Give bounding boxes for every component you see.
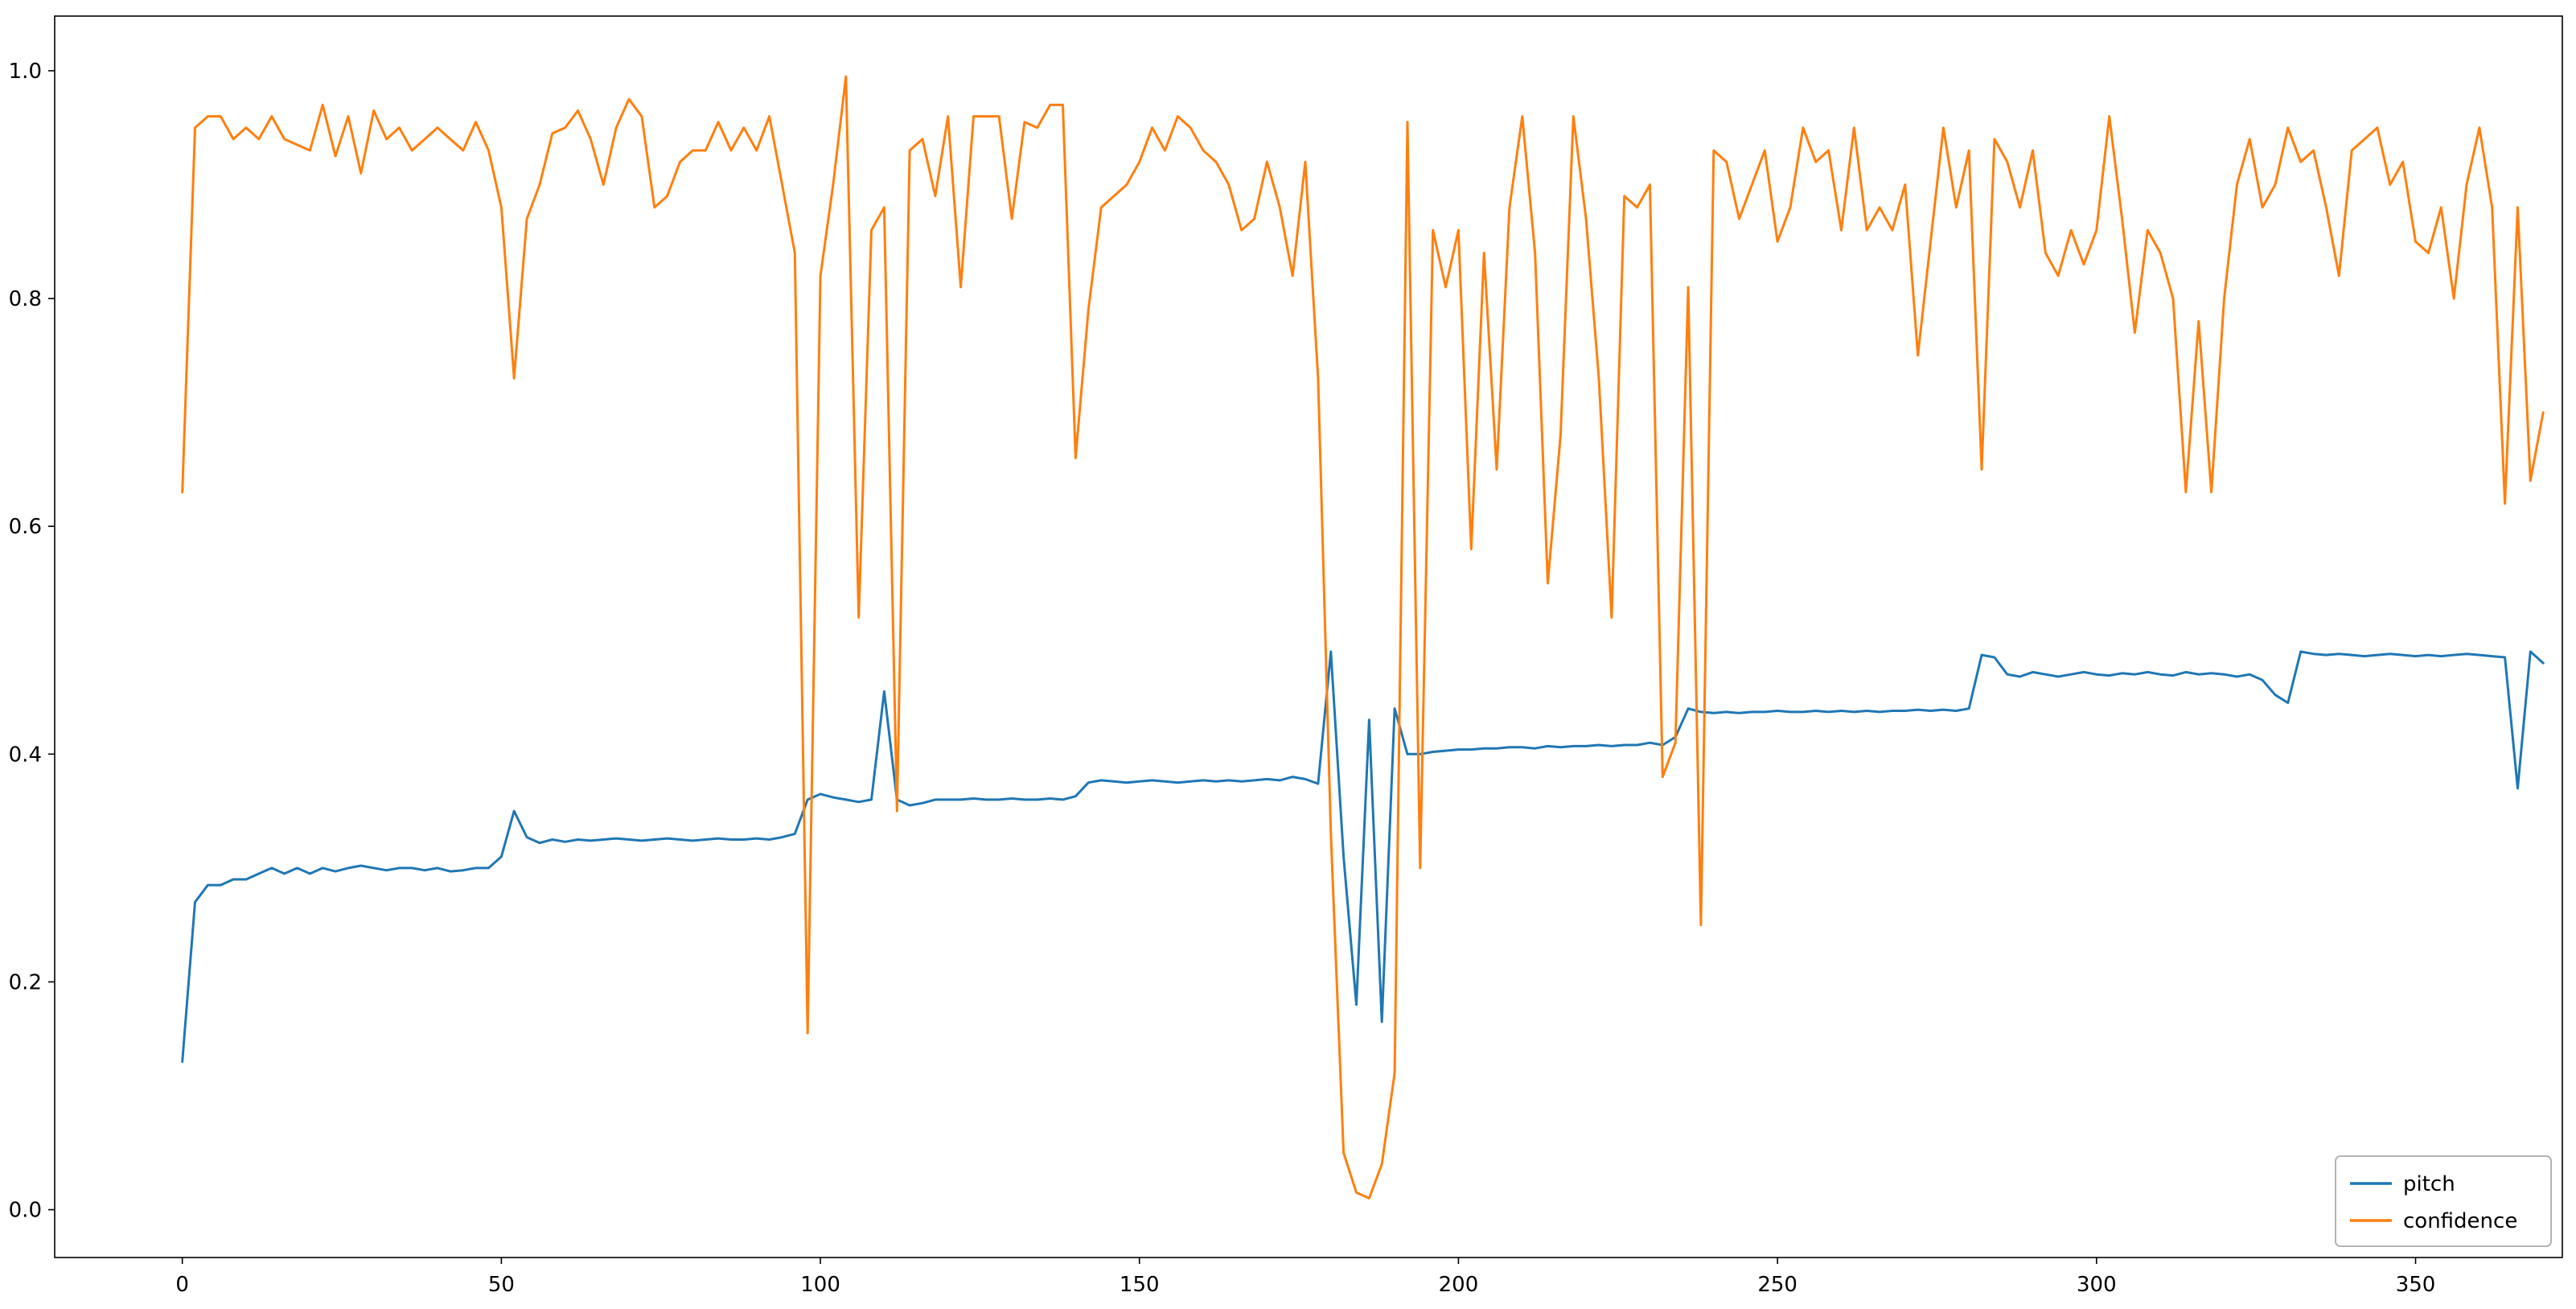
- y-tick-label: 0.6: [9, 515, 42, 539]
- legend-label-confidence: confidence: [2403, 1209, 2517, 1233]
- y-tick-label: 1.0: [9, 60, 42, 84]
- x-tick-label: 150: [1120, 1273, 1160, 1297]
- x-tick-label: 200: [1439, 1273, 1479, 1297]
- plot-frame: [54, 15, 2563, 1258]
- legend-label-pitch: pitch: [2403, 1172, 2455, 1196]
- x-tick-label: 350: [2396, 1273, 2436, 1297]
- x-tick-label: 300: [2077, 1273, 2117, 1297]
- x-tick-label: 50: [488, 1273, 515, 1297]
- x-tick-label: 0: [175, 1273, 189, 1297]
- legend: [2335, 1155, 2552, 1247]
- y-tick-label: 0.0: [9, 1199, 42, 1223]
- x-tick-label: 100: [800, 1273, 840, 1297]
- y-tick-label: 0.4: [9, 743, 42, 767]
- confidence-line: [181, 75, 2545, 1200]
- x-tick-label: 250: [1757, 1273, 1797, 1297]
- y-tick-label: 0.2: [9, 970, 42, 994]
- pitch-line: [181, 650, 2545, 1063]
- y-tick-label: 0.8: [9, 287, 42, 311]
